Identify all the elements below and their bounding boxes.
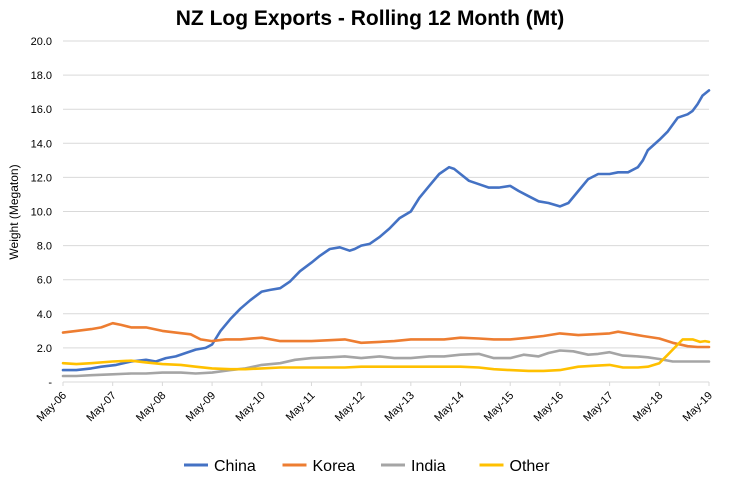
legend-label-korea: Korea [313, 458, 356, 475]
series-line-korea [61, 321, 711, 349]
series-lines [61, 89, 711, 378]
legend: China Korea India Other [184, 458, 550, 475]
legend-label-india: India [411, 458, 446, 475]
y-tick-label: 12.0 [31, 172, 52, 184]
x-tick-label: May-12 [333, 390, 367, 424]
series-line-china [61, 89, 711, 372]
x-tick-label: May-10 [233, 390, 267, 424]
y-tick-label: 8.0 [37, 241, 52, 253]
y-tick-label: 4.0 [37, 309, 52, 321]
series-line-other [61, 338, 711, 373]
x-tick-label: May-16 [532, 390, 566, 424]
y-axis-label: Weight (Megaton) [7, 164, 21, 259]
legend-label-other: Other [510, 458, 551, 475]
x-tick-label: May-14 [432, 390, 466, 424]
y-tick-label: 16.0 [31, 104, 52, 116]
gridlines [63, 40, 709, 383]
series-line-india [61, 349, 711, 378]
chart-title: NZ Log Exports - Rolling 12 Month (Mt) [176, 7, 564, 30]
y-tick-label: 14.0 [31, 138, 52, 150]
x-tick-label: May-18 [631, 390, 665, 424]
y-tick-label: 6.0 [37, 275, 52, 287]
x-tick-label: May-09 [184, 390, 218, 424]
y-axis-ticks: - 2.0 4.0 6.0 8.0 10.0 12.0 14.0 16.0 18.0 20.0 [31, 36, 53, 389]
y-tick-label: 18.0 [31, 70, 52, 82]
x-axis-ticks: May-06 May-07 May-08 May-09 May-10 May-11 May-… [35, 382, 715, 424]
x-tick-label: May-19 [681, 390, 715, 424]
x-tick-label: May-17 [581, 390, 615, 424]
legend-label-china: China [214, 458, 256, 475]
x-tick-label: May-07 [84, 390, 118, 424]
x-tick-label: May-15 [482, 390, 516, 424]
y-tick-label: 2.0 [37, 343, 52, 355]
x-tick-label: May-13 [383, 390, 417, 424]
x-tick-label: May-11 [284, 390, 318, 424]
y-tick-label: - [48, 377, 52, 389]
y-tick-label: 10.0 [31, 207, 52, 219]
x-tick-label: May-08 [134, 390, 168, 424]
x-tick-label: May-06 [35, 390, 69, 424]
y-tick-label: 20.0 [31, 36, 52, 48]
